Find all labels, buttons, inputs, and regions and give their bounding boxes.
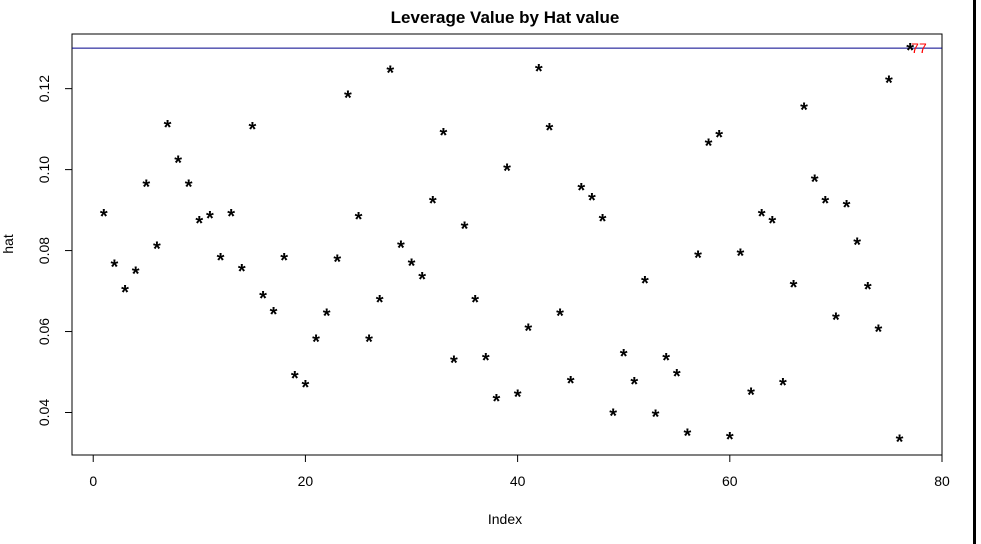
data-point: * bbox=[344, 88, 352, 110]
data-point: * bbox=[800, 100, 808, 122]
data-point: * bbox=[694, 247, 702, 269]
data-point: * bbox=[524, 320, 532, 342]
data-point: * bbox=[821, 193, 829, 215]
data-point: * bbox=[248, 119, 256, 141]
data-point: * bbox=[673, 366, 681, 388]
data-point: * bbox=[896, 432, 904, 454]
data-point: * bbox=[514, 386, 522, 408]
data-point: * bbox=[609, 405, 617, 427]
window-edge-divider bbox=[973, 0, 976, 544]
data-point: * bbox=[567, 373, 575, 395]
data-point: * bbox=[153, 239, 161, 261]
data-point: * bbox=[705, 135, 713, 157]
data-point: * bbox=[482, 350, 490, 372]
data-point: * bbox=[195, 213, 203, 235]
data-point: * bbox=[333, 251, 341, 273]
data-point: * bbox=[577, 180, 585, 202]
data-point: * bbox=[599, 211, 607, 233]
data-point: * bbox=[641, 273, 649, 295]
x-tick-label: 0 bbox=[89, 473, 97, 489]
data-point: * bbox=[662, 350, 670, 372]
data-point: * bbox=[747, 384, 755, 406]
data-point: * bbox=[461, 218, 469, 240]
y-tick-label: 0.10 bbox=[36, 156, 52, 183]
data-point: * bbox=[185, 177, 193, 199]
data-point: * bbox=[620, 346, 628, 368]
data-point: * bbox=[588, 190, 596, 212]
data-point: * bbox=[652, 407, 660, 429]
data-point: * bbox=[111, 257, 119, 279]
data-point: * bbox=[365, 332, 373, 354]
plot-frame bbox=[71, 33, 943, 456]
y-tick-label: 0.08 bbox=[36, 237, 52, 264]
data-point: * bbox=[450, 353, 458, 375]
data-point: * bbox=[206, 208, 214, 230]
y-axis: 0.04 0.06 0.08 0.10 0.12 bbox=[36, 75, 73, 426]
data-point: * bbox=[853, 234, 861, 256]
data-point: * bbox=[164, 117, 172, 139]
data-point: * bbox=[683, 426, 691, 448]
x-axis: 0 20 40 60 80 bbox=[89, 454, 950, 489]
data-point: * bbox=[355, 209, 363, 231]
y-tick-label: 0.12 bbox=[36, 75, 52, 102]
data-point: * bbox=[238, 261, 246, 283]
y-tick-label: 0.06 bbox=[36, 318, 52, 345]
data-point: * bbox=[758, 206, 766, 228]
x-tick-label: 20 bbox=[298, 473, 314, 489]
data-point: * bbox=[270, 304, 278, 326]
data-point: * bbox=[323, 305, 331, 327]
x-axis-label: Index bbox=[488, 511, 522, 527]
data-point: * bbox=[556, 305, 564, 327]
data-point: * bbox=[471, 292, 479, 314]
data-point: * bbox=[843, 197, 851, 219]
data-point: * bbox=[100, 206, 108, 228]
data-point: * bbox=[546, 120, 554, 142]
data-point: * bbox=[397, 237, 405, 259]
data-point: * bbox=[726, 429, 734, 451]
data-point: * bbox=[874, 322, 882, 344]
data-point: * bbox=[503, 160, 511, 182]
y-axis-label: hat bbox=[0, 234, 16, 254]
y-tick-label: 0.04 bbox=[36, 399, 52, 426]
data-point: * bbox=[227, 206, 235, 228]
highlight-label: 77 bbox=[911, 40, 927, 56]
data-point: * bbox=[535, 61, 543, 83]
data-point: * bbox=[906, 40, 914, 62]
data-point: * bbox=[790, 277, 798, 299]
data-point: * bbox=[174, 153, 182, 175]
data-point: * bbox=[779, 375, 787, 397]
data-point: * bbox=[302, 377, 310, 399]
data-point: * bbox=[864, 279, 872, 301]
data-point: * bbox=[408, 256, 416, 278]
data-point: * bbox=[418, 269, 426, 291]
data-point: * bbox=[376, 292, 384, 314]
data-point: * bbox=[386, 62, 394, 84]
x-tick-label: 80 bbox=[934, 473, 950, 489]
data-point: * bbox=[429, 193, 437, 215]
data-point: * bbox=[280, 250, 288, 272]
data-point: * bbox=[121, 282, 129, 304]
data-point: * bbox=[259, 288, 267, 310]
data-point: * bbox=[811, 172, 819, 194]
x-tick-label: 60 bbox=[722, 473, 738, 489]
data-point: * bbox=[142, 177, 150, 199]
data-point: * bbox=[630, 374, 638, 396]
data-point: * bbox=[885, 73, 893, 95]
data-point: * bbox=[312, 332, 320, 354]
data-point: * bbox=[737, 245, 745, 267]
data-point: * bbox=[217, 250, 225, 272]
data-point: * bbox=[492, 391, 500, 413]
data-point: * bbox=[132, 264, 140, 286]
data-point: * bbox=[291, 368, 299, 390]
x-tick-label: 40 bbox=[510, 473, 526, 489]
data-points: ********** ********* *********************… bbox=[100, 40, 914, 453]
data-point: * bbox=[768, 213, 776, 235]
data-point: * bbox=[715, 127, 723, 149]
chart-title: Leverage Value by Hat value bbox=[391, 8, 620, 27]
data-point: * bbox=[439, 125, 447, 147]
data-point: * bbox=[832, 309, 840, 331]
